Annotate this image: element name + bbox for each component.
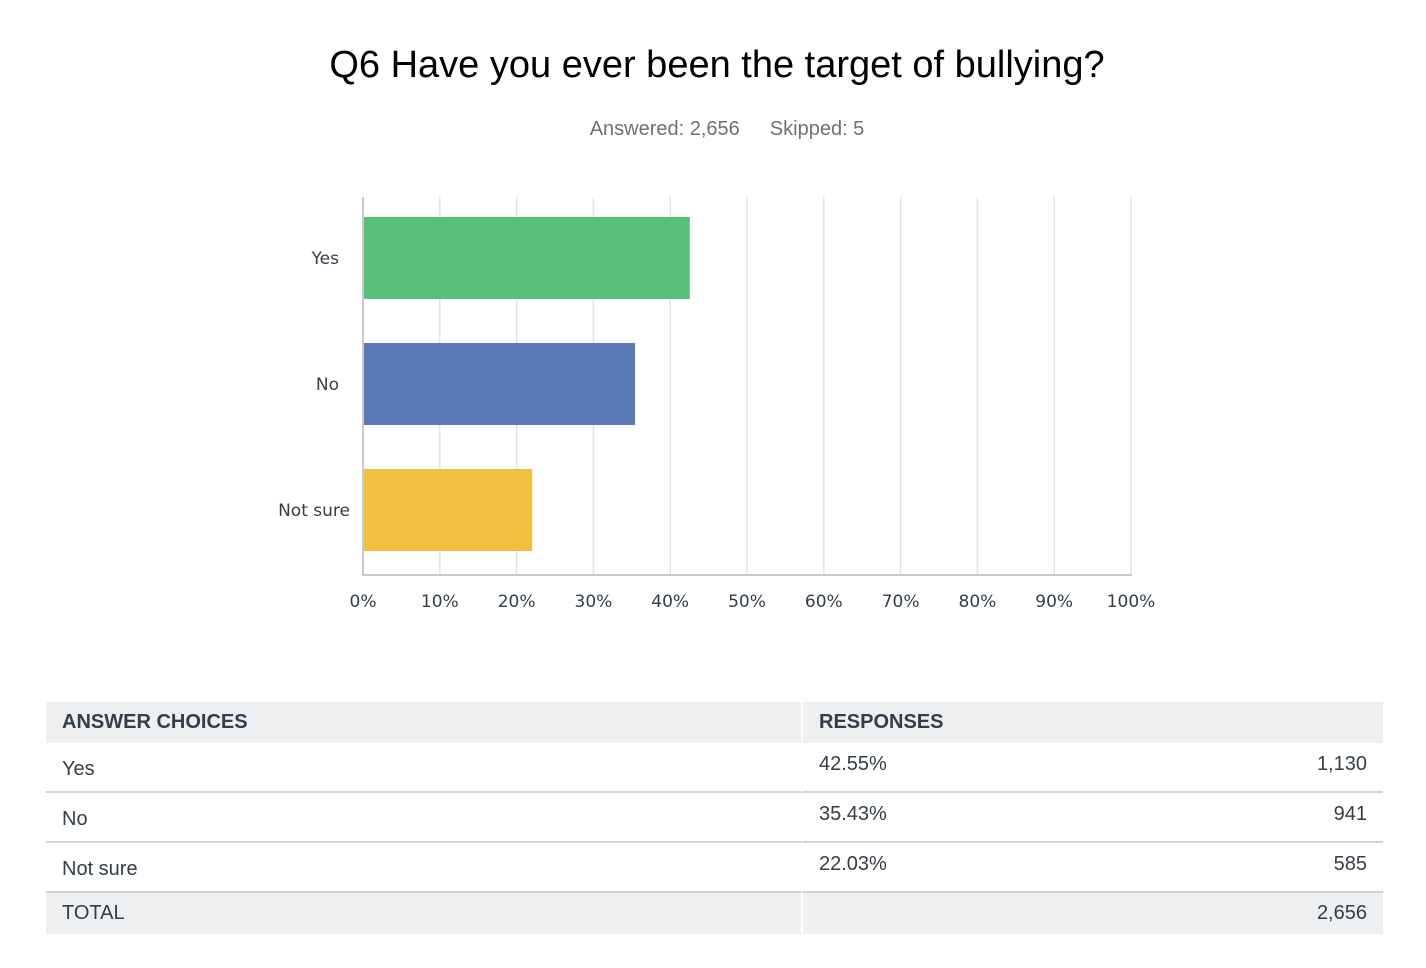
total-empty-cell — [803, 893, 1122, 934]
answer-choice-cell: Yes — [46, 743, 803, 793]
x-tick-label: 90% — [1035, 592, 1073, 612]
table-header-row: ANSWER CHOICES RESPONSES — [46, 702, 1383, 743]
x-tick-label: 0% — [350, 592, 377, 612]
response-percent-cell: 35.43% — [803, 793, 1122, 843]
category-label: Not sure — [278, 501, 350, 521]
response-percent-cell: 42.55% — [803, 743, 1122, 793]
answer-choices-header: ANSWER CHOICES — [46, 702, 803, 743]
table-row: No 35.43% 941 — [46, 793, 1383, 843]
response-stats: Answered: 2,656 Skipped: 5 — [0, 118, 1426, 141]
skipped-count: Skipped: 5 — [769, 118, 865, 140]
total-count-cell: 2,656 — [1121, 893, 1383, 934]
x-tick-label: 40% — [651, 592, 689, 612]
response-count-cell: 1,130 — [1121, 743, 1383, 793]
x-tick-label: 80% — [959, 592, 997, 612]
answer-choice-cell: Not sure — [46, 843, 803, 893]
x-tick-label: 50% — [728, 592, 766, 612]
total-row: TOTAL 2,656 — [46, 893, 1383, 934]
bar-no — [364, 343, 636, 425]
x-tick-label: 30% — [575, 592, 613, 612]
x-tick-label: 10% — [421, 592, 459, 612]
response-percent-cell: 22.03% — [803, 843, 1122, 893]
category-label: No — [316, 375, 339, 395]
table-row: Yes 42.55% 1,130 — [46, 743, 1383, 793]
table-row: Not sure 22.03% 585 — [46, 843, 1383, 893]
x-tick-label: 100% — [1107, 592, 1156, 612]
total-label-cell: TOTAL — [46, 893, 803, 934]
bar-yes — [364, 217, 690, 299]
chart-bars — [364, 217, 690, 551]
response-count-cell: 585 — [1121, 843, 1383, 893]
x-tick-label: 70% — [882, 592, 920, 612]
responses-table: ANSWER CHOICES RESPONSES Yes 42.55% 1,13… — [46, 702, 1383, 934]
chart-labels: 0% 10% 20% 30% 40% 50% 60% 70% 80% 90% 100% Yes No No… — [278, 249, 1155, 612]
question-title: Q6 Have you ever been the target of bull… — [329, 44, 1105, 86]
chart-axes — [362, 197, 1132, 576]
response-count-cell: 941 — [1121, 793, 1383, 843]
bar-chart: 0% 10% 20% 30% 40% 50% 60% 70% 80% 90% 100% Yes No No… — [278, 197, 1155, 612]
x-tick-label: 20% — [498, 592, 536, 612]
category-label: Yes — [311, 249, 340, 269]
answer-choice-cell: No — [46, 793, 803, 843]
x-tick-label: 60% — [805, 592, 843, 612]
answered-count: Answered: 2,656 — [589, 118, 740, 140]
bar-not-sure — [364, 469, 533, 551]
responses-header: RESPONSES — [803, 702, 1383, 743]
